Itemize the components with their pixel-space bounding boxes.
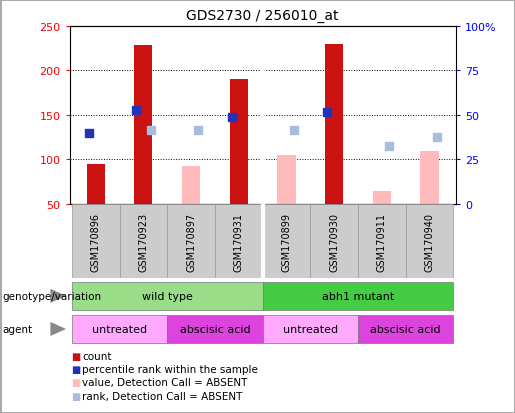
Bar xyxy=(263,315,358,343)
Text: GSM170911: GSM170911 xyxy=(377,212,387,271)
Bar xyxy=(182,166,200,204)
Text: GSM170899: GSM170899 xyxy=(282,212,291,271)
Text: untreated: untreated xyxy=(283,324,338,334)
Bar xyxy=(72,315,167,343)
Text: GSM170897: GSM170897 xyxy=(186,212,196,271)
Bar xyxy=(406,204,453,279)
Text: GSM170896: GSM170896 xyxy=(91,212,101,271)
Text: agent: agent xyxy=(3,324,32,334)
Text: genotype/variation: genotype/variation xyxy=(3,291,101,301)
Text: untreated: untreated xyxy=(92,324,147,334)
Bar xyxy=(72,204,119,279)
Text: ■: ■ xyxy=(71,364,80,374)
Text: ■: ■ xyxy=(71,351,80,361)
Polygon shape xyxy=(50,289,66,303)
Bar xyxy=(358,315,453,343)
Bar xyxy=(278,156,296,204)
Text: abh1 mutant: abh1 mutant xyxy=(322,291,394,301)
Text: GSM170930: GSM170930 xyxy=(329,212,339,271)
Text: abscisic acid: abscisic acid xyxy=(180,324,250,334)
Text: wild type: wild type xyxy=(142,291,193,301)
Bar xyxy=(358,204,406,279)
Bar xyxy=(373,191,391,204)
Text: count: count xyxy=(82,351,112,361)
Bar xyxy=(263,282,453,310)
Text: rank, Detection Call = ABSENT: rank, Detection Call = ABSENT xyxy=(82,391,243,401)
Text: abscisic acid: abscisic acid xyxy=(370,324,441,334)
Polygon shape xyxy=(50,322,66,336)
Text: percentile rank within the sample: percentile rank within the sample xyxy=(82,364,259,374)
Text: GSM170940: GSM170940 xyxy=(424,212,435,271)
Bar xyxy=(119,204,167,279)
Text: ■: ■ xyxy=(71,391,80,401)
Text: GSM170931: GSM170931 xyxy=(234,212,244,271)
Bar xyxy=(167,315,263,343)
Bar xyxy=(134,46,152,204)
Bar xyxy=(215,204,263,279)
Bar xyxy=(72,282,263,310)
Bar xyxy=(167,204,215,279)
Text: GSM170923: GSM170923 xyxy=(139,212,148,271)
Title: GDS2730 / 256010_at: GDS2730 / 256010_at xyxy=(186,9,339,23)
Bar xyxy=(87,164,105,204)
Bar xyxy=(263,204,311,279)
Bar xyxy=(230,80,248,204)
Bar xyxy=(420,151,439,204)
Text: value, Detection Call = ABSENT: value, Detection Call = ABSENT xyxy=(82,377,248,387)
Bar xyxy=(325,45,343,204)
Bar xyxy=(311,204,358,279)
Text: ■: ■ xyxy=(71,377,80,387)
